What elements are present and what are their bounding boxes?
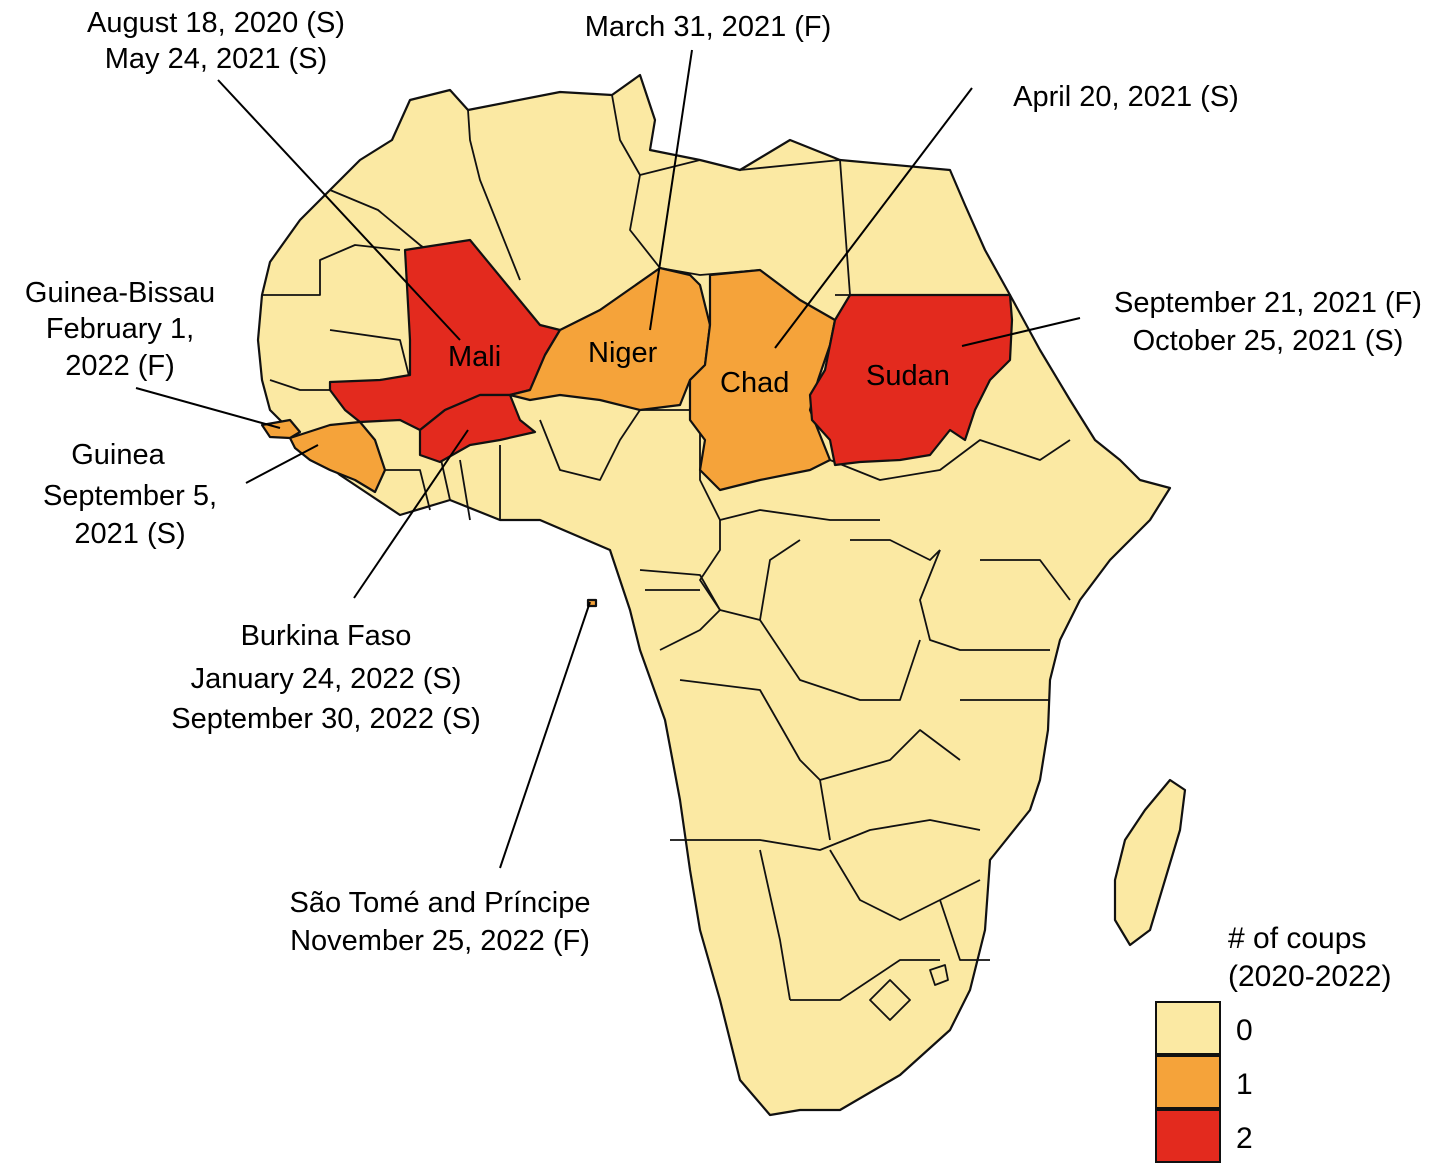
annotation-line: 2022 (F) [65, 350, 175, 382]
legend-label-2: 2 [1236, 1122, 1253, 1155]
annotation-guinea: Guinea September 5, 2021 (S) [43, 439, 217, 550]
annotation-mali: August 18, 2020 (S) May 24, 2021 (S) [87, 7, 345, 75]
madagascar [1113, 778, 1187, 947]
country-guinea-bissau [260, 418, 302, 440]
legend-label-1: 1 [1236, 1068, 1253, 1101]
legend-subtitle: (2020-2022) [1228, 960, 1391, 993]
annotation-line: September 30, 2022 (S) [171, 703, 481, 735]
africa-landmass [256, 73, 1172, 1117]
legend-swatch-0 [1155, 1001, 1221, 1055]
country-burkina-faso [418, 393, 537, 464]
label-niger: Niger [588, 337, 658, 369]
annotation-line: October 25, 2021 (S) [1133, 325, 1404, 357]
label-mali: Mali [448, 341, 501, 373]
annotation-line: August 18, 2020 (S) [87, 7, 345, 39]
annotation-line: January 24, 2022 (S) [191, 663, 462, 695]
legend-title: # of coups [1228, 922, 1366, 955]
annotation-line: November 25, 2022 (F) [290, 925, 590, 957]
annotation-line: March 31, 2021 (F) [585, 11, 832, 43]
annotation-line: 2021 (S) [74, 518, 185, 550]
legend: # of coups (2020-2022) 0 1 2 [1155, 922, 1391, 1163]
annotation-line: February 1, [46, 313, 194, 345]
country-guinea [288, 420, 387, 494]
annotation-line: April 20, 2021 (S) [1013, 81, 1239, 113]
annotation-sao-tome: São Tomé and Príncipe November 25, 2022 … [290, 887, 591, 957]
annotation-line: Guinea [71, 439, 165, 471]
annotation-line: September 21, 2021 (F) [1114, 287, 1422, 319]
country-borders [262, 94, 1071, 1021]
annotation-niger: March 31, 2021 (F) [585, 11, 832, 43]
leader-lines [135, 49, 1081, 869]
annotation-sudan: September 21, 2021 (F) October 25, 2021 … [1114, 287, 1422, 357]
annotation-line: Guinea-Bissau [25, 277, 215, 309]
annotation-line: Burkina Faso [241, 620, 412, 652]
annotation-guinea-bissau: Guinea-Bissau February 1, 2022 (F) [25, 277, 215, 382]
label-chad: Chad [720, 367, 789, 399]
annotation-line: May 24, 2021 (S) [105, 43, 327, 75]
country-chad [688, 268, 837, 492]
country-niger [508, 266, 712, 412]
label-sudan: Sudan [866, 360, 950, 392]
legend-swatch-2 [1155, 1109, 1221, 1163]
annotation-line: São Tomé and Príncipe [290, 887, 591, 919]
country-sudan [808, 293, 1014, 467]
annotation-chad: April 20, 2021 (S) [1013, 81, 1239, 113]
legend-label-0: 0 [1236, 1014, 1253, 1047]
annotation-burkina-faso: Burkina Faso January 24, 2022 (S) Septem… [171, 620, 481, 735]
annotation-line: September 5, [43, 480, 217, 512]
legend-swatch-1 [1155, 1055, 1221, 1109]
